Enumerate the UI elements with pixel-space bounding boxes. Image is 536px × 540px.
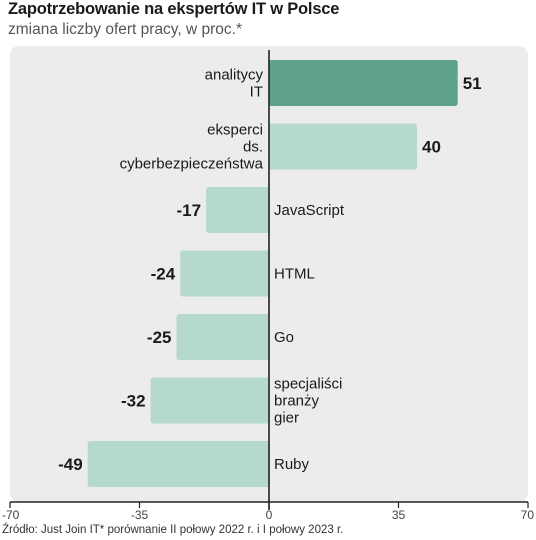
category-label-line: JavaScript (274, 202, 345, 219)
category-label-line: eksperci (207, 122, 263, 139)
category-label: Ruby (274, 456, 310, 473)
category-labels-group: analitycy IT eksperci ds. cyberbezpieczeństw… (120, 67, 345, 474)
x-tick-label: 35 (392, 508, 406, 522)
value-label: -25 (147, 328, 172, 347)
value-label: -49 (58, 455, 83, 474)
bar (176, 314, 269, 360)
source-note: Źródło: Just Join IT* porównanie II poło… (2, 524, 344, 536)
value-label: 51 (463, 74, 482, 93)
category-label-line: branży (274, 393, 320, 410)
category-label-line: cyberbezpieczeństwa (120, 156, 264, 173)
value-label: -24 (151, 265, 176, 284)
category-label: analitycy IT (205, 67, 264, 101)
bar (269, 60, 458, 106)
category-label: specjaliści branży gier (274, 376, 342, 427)
category-label-line: Ruby (274, 456, 310, 473)
chart-subtitle: zmiana liczby ofert pracy, w proc.* (8, 21, 243, 38)
bar (180, 250, 269, 297)
category-label: eksperci ds. cyberbezpieczeństwa (120, 122, 264, 173)
category-label-line: HTML (274, 266, 315, 283)
bars-group (87, 60, 458, 487)
bar (87, 441, 269, 487)
category-label-line: ds. (243, 139, 263, 156)
value-label: 40 (422, 138, 441, 157)
category-label: Go (274, 329, 294, 346)
x-tick-label: 0 (266, 508, 273, 522)
category-label-line: specjaliści (274, 376, 342, 393)
x-tick-label: -35 (131, 508, 149, 522)
bar (206, 187, 269, 233)
bar (150, 377, 269, 424)
x-tick-label: 70 (521, 508, 535, 522)
category-label: HTML (274, 266, 315, 283)
category-label-line: IT (250, 84, 263, 101)
value-label: -32 (121, 392, 146, 411)
bar (269, 123, 417, 170)
value-label: -17 (177, 201, 202, 220)
value-labels-group: 51 40 -17 -24 -25 -32 -49 (58, 74, 482, 474)
category-label-line: analitycy (205, 67, 264, 84)
category-label: JavaScript (274, 202, 345, 219)
chart-title: Zapotrzebowanie na ekspertów IT w Polsce (8, 0, 340, 18)
category-label-line: Go (274, 329, 294, 346)
x-axis-group: -70 -35 0 35 70 (2, 50, 534, 522)
category-label-line: gier (274, 410, 299, 427)
x-tick-label: -70 (2, 508, 20, 522)
